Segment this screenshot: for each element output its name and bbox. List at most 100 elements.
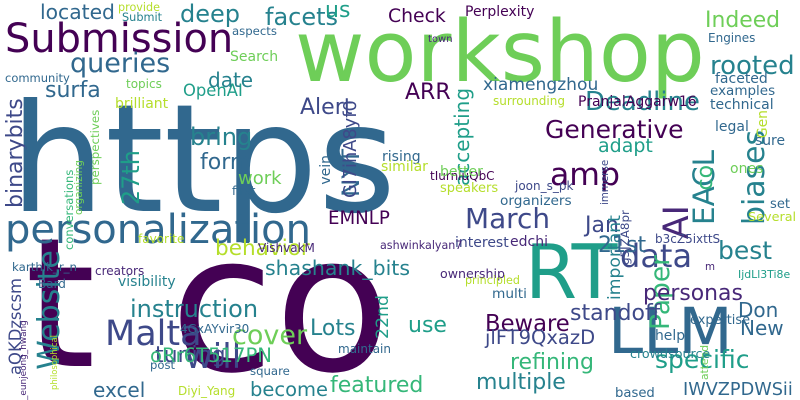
- word-specific: specific: [655, 345, 750, 374]
- word-amp: amp: [550, 157, 620, 193]
- word-facets: facets: [265, 3, 339, 31]
- word-standoff: standoff: [570, 301, 661, 326]
- word-engines: Engines: [708, 31, 756, 45]
- word-set: set: [770, 197, 791, 212]
- word-personalization: personalization: [5, 207, 311, 253]
- word-personas: personas: [643, 281, 743, 306]
- word-generative: Generative: [545, 115, 684, 144]
- word-better: better: [440, 164, 483, 180]
- word-edchi: edchi: [510, 234, 548, 250]
- word-based: based: [615, 386, 655, 400]
- word-behavior: behavior: [215, 236, 310, 261]
- word-karthik-r-n: karthik_r_n: [12, 260, 78, 274]
- word-https: https: [10, 73, 397, 247]
- word-ashwinkalyan7: ashwinkalyan7: [380, 239, 463, 252]
- word-emnlp: EMNLP: [328, 208, 390, 229]
- word-workshop: workshop: [295, 3, 705, 102]
- word-co: co: [170, 194, 391, 400]
- word-creators: creators: [95, 264, 145, 278]
- word-technical: technical: [710, 97, 774, 113]
- word-cover: cover: [232, 320, 308, 351]
- word-march: March: [465, 202, 551, 235]
- word-queries: queries: [70, 48, 171, 79]
- word-malta: Malta: [105, 314, 202, 354]
- word-deep: deep: [180, 0, 240, 28]
- word-diyi-yang: Diyi_Yang: [178, 384, 236, 398]
- word-excel: excel: [93, 378, 146, 400]
- word-featured: featured: [330, 373, 424, 398]
- word-llm: LLM: [608, 294, 733, 368]
- word-arr: ARR: [405, 80, 451, 105]
- word-joon-s-pk: joon_s_pk: [515, 179, 574, 193]
- word-similar: similar: [381, 159, 428, 175]
- word-t: t: [25, 200, 96, 400]
- word-shashank-bits: shashank_bits: [265, 256, 411, 280]
- word-bring: bring: [190, 123, 253, 151]
- word-instruction: instruction: [130, 295, 259, 323]
- word-ashish-s-ai: Ashish_S_AI: [22, 125, 37, 200]
- word-iwvzpdwsii: IWVZPDWSii: [683, 380, 793, 400]
- word-gl7iha8yf0: Gl7ihA8yf0: [340, 100, 361, 198]
- word-faceted: faceted: [715, 71, 768, 87]
- word-work: work: [238, 168, 282, 189]
- word-multiple: multiple: [476, 370, 566, 395]
- word-will: will: [185, 337, 242, 377]
- word-ones: ones: [730, 161, 764, 177]
- word-jlft9qxazd: jlFT9QxazD: [485, 326, 596, 349]
- word-indeed: Indeed: [705, 8, 781, 33]
- word-community: community: [5, 71, 70, 85]
- word-surrounding: surrounding: [493, 94, 565, 108]
- word-b3cz5ixtts: b3cZ5ixttS: [655, 232, 721, 246]
- word-g5jza8pr: g5JZA8pr: [618, 210, 632, 265]
- word-located: located: [40, 0, 115, 24]
- word-multi: multi: [492, 286, 527, 302]
- word-xiamengzhou: xiamengzhou: [483, 75, 599, 95]
- word-topics: topics: [126, 77, 162, 91]
- word-submit: Submit: [122, 11, 163, 24]
- word-search: Search: [230, 49, 279, 65]
- word-jan: Jan: [585, 213, 619, 238]
- word-vishvakm: VishvakM: [258, 241, 315, 255]
- word-philosophical: philosophical: [49, 335, 59, 390]
- word-22nd: 22nd: [373, 295, 393, 339]
- word-data: data: [620, 237, 693, 275]
- word-best: best: [718, 236, 773, 265]
- word-form: form: [200, 150, 252, 175]
- word-perplexity: Perplexity: [465, 4, 535, 20]
- word-post: post: [150, 358, 176, 372]
- word-favorite: favorite: [138, 232, 185, 246]
- word-tuning: tuning: [155, 343, 226, 368]
- word-m: m: [705, 261, 716, 273]
- word-openai: OpenAI: [183, 81, 243, 100]
- word-legal: legal: [715, 119, 749, 135]
- word-several: Several: [748, 210, 797, 225]
- word-co-small: co: [693, 164, 718, 191]
- word-aspects: aspects: [232, 24, 277, 38]
- word-27th: 27th: [117, 150, 145, 205]
- word-refining: refining: [510, 350, 594, 375]
- word-rt: RT: [525, 228, 618, 316]
- word-adapt: adapt: [598, 135, 653, 157]
- word-date: date: [208, 68, 254, 92]
- word-ijdll3ti8e: IjdLl3Ti8e: [738, 268, 791, 281]
- word-immerse: immerse: [599, 159, 611, 205]
- word-submission: Submission: [5, 16, 234, 62]
- word-alert: Alert: [300, 95, 353, 120]
- word-check: Check: [388, 6, 446, 27]
- word-help: help: [655, 328, 686, 344]
- word-21st: 21st: [598, 233, 647, 258]
- word-new: New: [740, 316, 784, 340]
- word-don: Don: [738, 298, 779, 322]
- word-organizers: organizers: [500, 193, 572, 209]
- word-maintain: maintain: [338, 342, 391, 356]
- word-organizing: organizing: [73, 160, 85, 215]
- word-surfa: surfa: [45, 78, 101, 103]
- word-deadline: Deadline: [585, 87, 700, 117]
- word-bard: Bard: [38, 277, 66, 291]
- word-tiurnluqbc: tIurnluQbC: [430, 169, 495, 183]
- word-beware: Beware: [485, 311, 570, 337]
- word-sure: sure: [755, 133, 785, 149]
- word-crowdsource: crowdsource: [630, 346, 711, 361]
- word-provide: provide: [118, 1, 161, 14]
- word-4gxayvir30: 4GxAYvir30: [180, 322, 250, 336]
